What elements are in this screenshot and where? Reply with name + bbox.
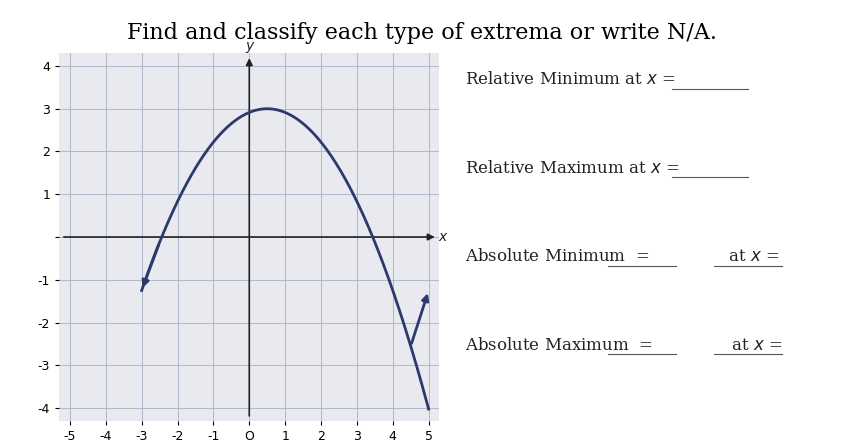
Text: Absolute Maximum  =               at $x$ =: Absolute Maximum = at $x$ = xyxy=(464,337,782,354)
Text: y: y xyxy=(245,39,253,53)
Text: x: x xyxy=(438,230,446,244)
Text: Relative Maximum at $x$ =: Relative Maximum at $x$ = xyxy=(464,160,679,177)
Text: Relative Minimum at $x$ =: Relative Minimum at $x$ = xyxy=(464,71,675,88)
Text: Absolute Minimum  =               at $x$ =: Absolute Minimum = at $x$ = xyxy=(464,249,778,265)
Text: Find and classify each type of extrema or write N/A.: Find and classify each type of extrema o… xyxy=(127,22,717,44)
